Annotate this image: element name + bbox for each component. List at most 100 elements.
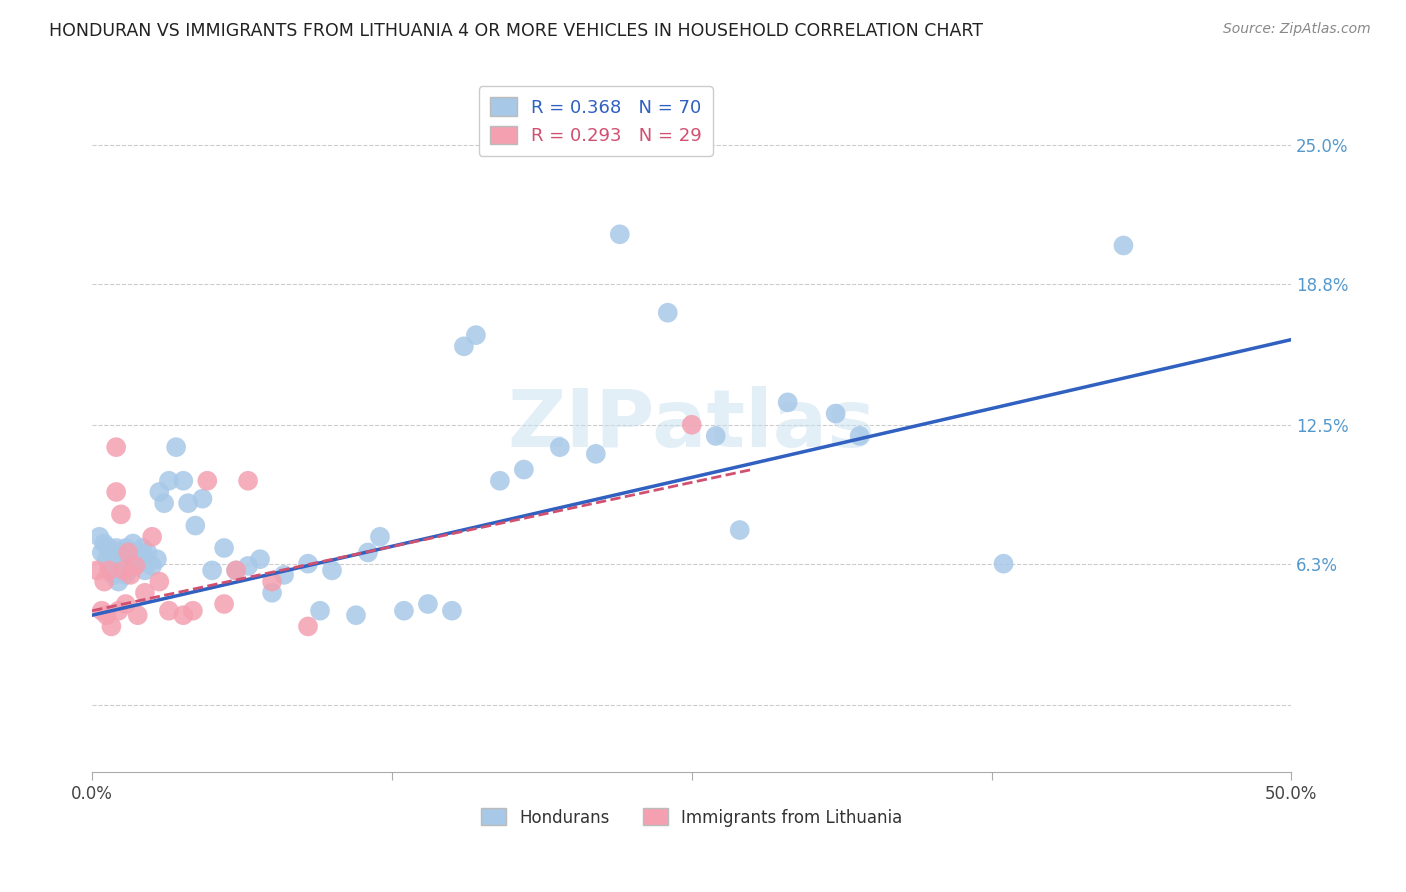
Point bbox=[236, 558, 259, 573]
Point bbox=[172, 474, 194, 488]
Point bbox=[157, 604, 180, 618]
Point bbox=[112, 558, 135, 573]
Point bbox=[172, 608, 194, 623]
Point bbox=[100, 619, 122, 633]
Point bbox=[993, 557, 1015, 571]
Text: Source: ZipAtlas.com: Source: ZipAtlas.com bbox=[1223, 22, 1371, 37]
Point bbox=[392, 604, 415, 618]
Point bbox=[90, 545, 112, 559]
Point bbox=[146, 552, 169, 566]
Point bbox=[212, 541, 235, 555]
Point bbox=[848, 429, 870, 443]
Point bbox=[297, 557, 319, 571]
Point bbox=[124, 558, 146, 573]
Point bbox=[96, 608, 118, 623]
Point bbox=[107, 604, 129, 618]
Point bbox=[177, 496, 200, 510]
Text: ZIPatlas: ZIPatlas bbox=[508, 385, 876, 464]
Point bbox=[225, 563, 247, 577]
Point bbox=[681, 417, 703, 432]
Point bbox=[184, 518, 207, 533]
Point bbox=[134, 586, 156, 600]
Point bbox=[114, 597, 136, 611]
Point bbox=[105, 558, 128, 573]
Point bbox=[236, 474, 259, 488]
Point bbox=[103, 567, 125, 582]
Point bbox=[117, 552, 139, 566]
Point bbox=[489, 474, 512, 488]
Point bbox=[90, 604, 112, 618]
Point bbox=[120, 545, 142, 559]
Point bbox=[131, 541, 153, 555]
Point bbox=[127, 545, 149, 559]
Point bbox=[212, 597, 235, 611]
Point bbox=[93, 536, 115, 550]
Text: HONDURAN VS IMMIGRANTS FROM LITHUANIA 4 OR MORE VEHICLES IN HOUSEHOLD CORRELATIO: HONDURAN VS IMMIGRANTS FROM LITHUANIA 4 … bbox=[49, 22, 983, 40]
Point bbox=[110, 545, 132, 559]
Point bbox=[134, 563, 156, 577]
Point bbox=[368, 530, 391, 544]
Point bbox=[249, 552, 271, 566]
Point bbox=[357, 545, 380, 559]
Point bbox=[416, 597, 439, 611]
Point bbox=[1112, 238, 1135, 252]
Point bbox=[96, 552, 118, 566]
Point bbox=[191, 491, 214, 506]
Point bbox=[105, 541, 128, 555]
Point bbox=[181, 604, 204, 618]
Point bbox=[609, 227, 631, 242]
Point bbox=[127, 608, 149, 623]
Point bbox=[321, 563, 343, 577]
Point bbox=[105, 485, 128, 500]
Point bbox=[260, 574, 283, 589]
Point bbox=[112, 552, 135, 566]
Point bbox=[110, 563, 132, 577]
Point bbox=[124, 557, 146, 571]
Point bbox=[129, 552, 152, 566]
Point bbox=[153, 496, 176, 510]
Point bbox=[195, 474, 218, 488]
Point bbox=[464, 328, 486, 343]
Point bbox=[548, 440, 571, 454]
Point bbox=[513, 462, 536, 476]
Point bbox=[824, 407, 846, 421]
Point bbox=[141, 558, 163, 573]
Point bbox=[297, 619, 319, 633]
Point bbox=[114, 567, 136, 582]
Point bbox=[728, 523, 751, 537]
Point bbox=[344, 608, 367, 623]
Point bbox=[98, 541, 121, 555]
Point bbox=[776, 395, 799, 409]
Point bbox=[117, 563, 139, 577]
Point bbox=[103, 552, 125, 566]
Point bbox=[117, 545, 139, 559]
Point bbox=[704, 429, 727, 443]
Point bbox=[114, 541, 136, 555]
Point bbox=[110, 508, 132, 522]
Point bbox=[93, 574, 115, 589]
Point bbox=[107, 552, 129, 566]
Point bbox=[100, 545, 122, 559]
Point bbox=[201, 563, 224, 577]
Point bbox=[440, 604, 463, 618]
Point bbox=[120, 567, 142, 582]
Point bbox=[225, 563, 247, 577]
Point bbox=[157, 474, 180, 488]
Point bbox=[107, 574, 129, 589]
Point bbox=[86, 563, 108, 577]
Point bbox=[453, 339, 475, 353]
Point bbox=[309, 604, 332, 618]
Point bbox=[98, 563, 121, 577]
Point bbox=[585, 447, 607, 461]
Point bbox=[165, 440, 187, 454]
Point bbox=[260, 586, 283, 600]
Point bbox=[112, 563, 135, 577]
Point bbox=[100, 563, 122, 577]
Point bbox=[122, 536, 145, 550]
Point bbox=[136, 545, 159, 559]
Point bbox=[141, 530, 163, 544]
Point bbox=[273, 567, 295, 582]
Point bbox=[148, 574, 170, 589]
Point bbox=[148, 485, 170, 500]
Point bbox=[657, 306, 679, 320]
